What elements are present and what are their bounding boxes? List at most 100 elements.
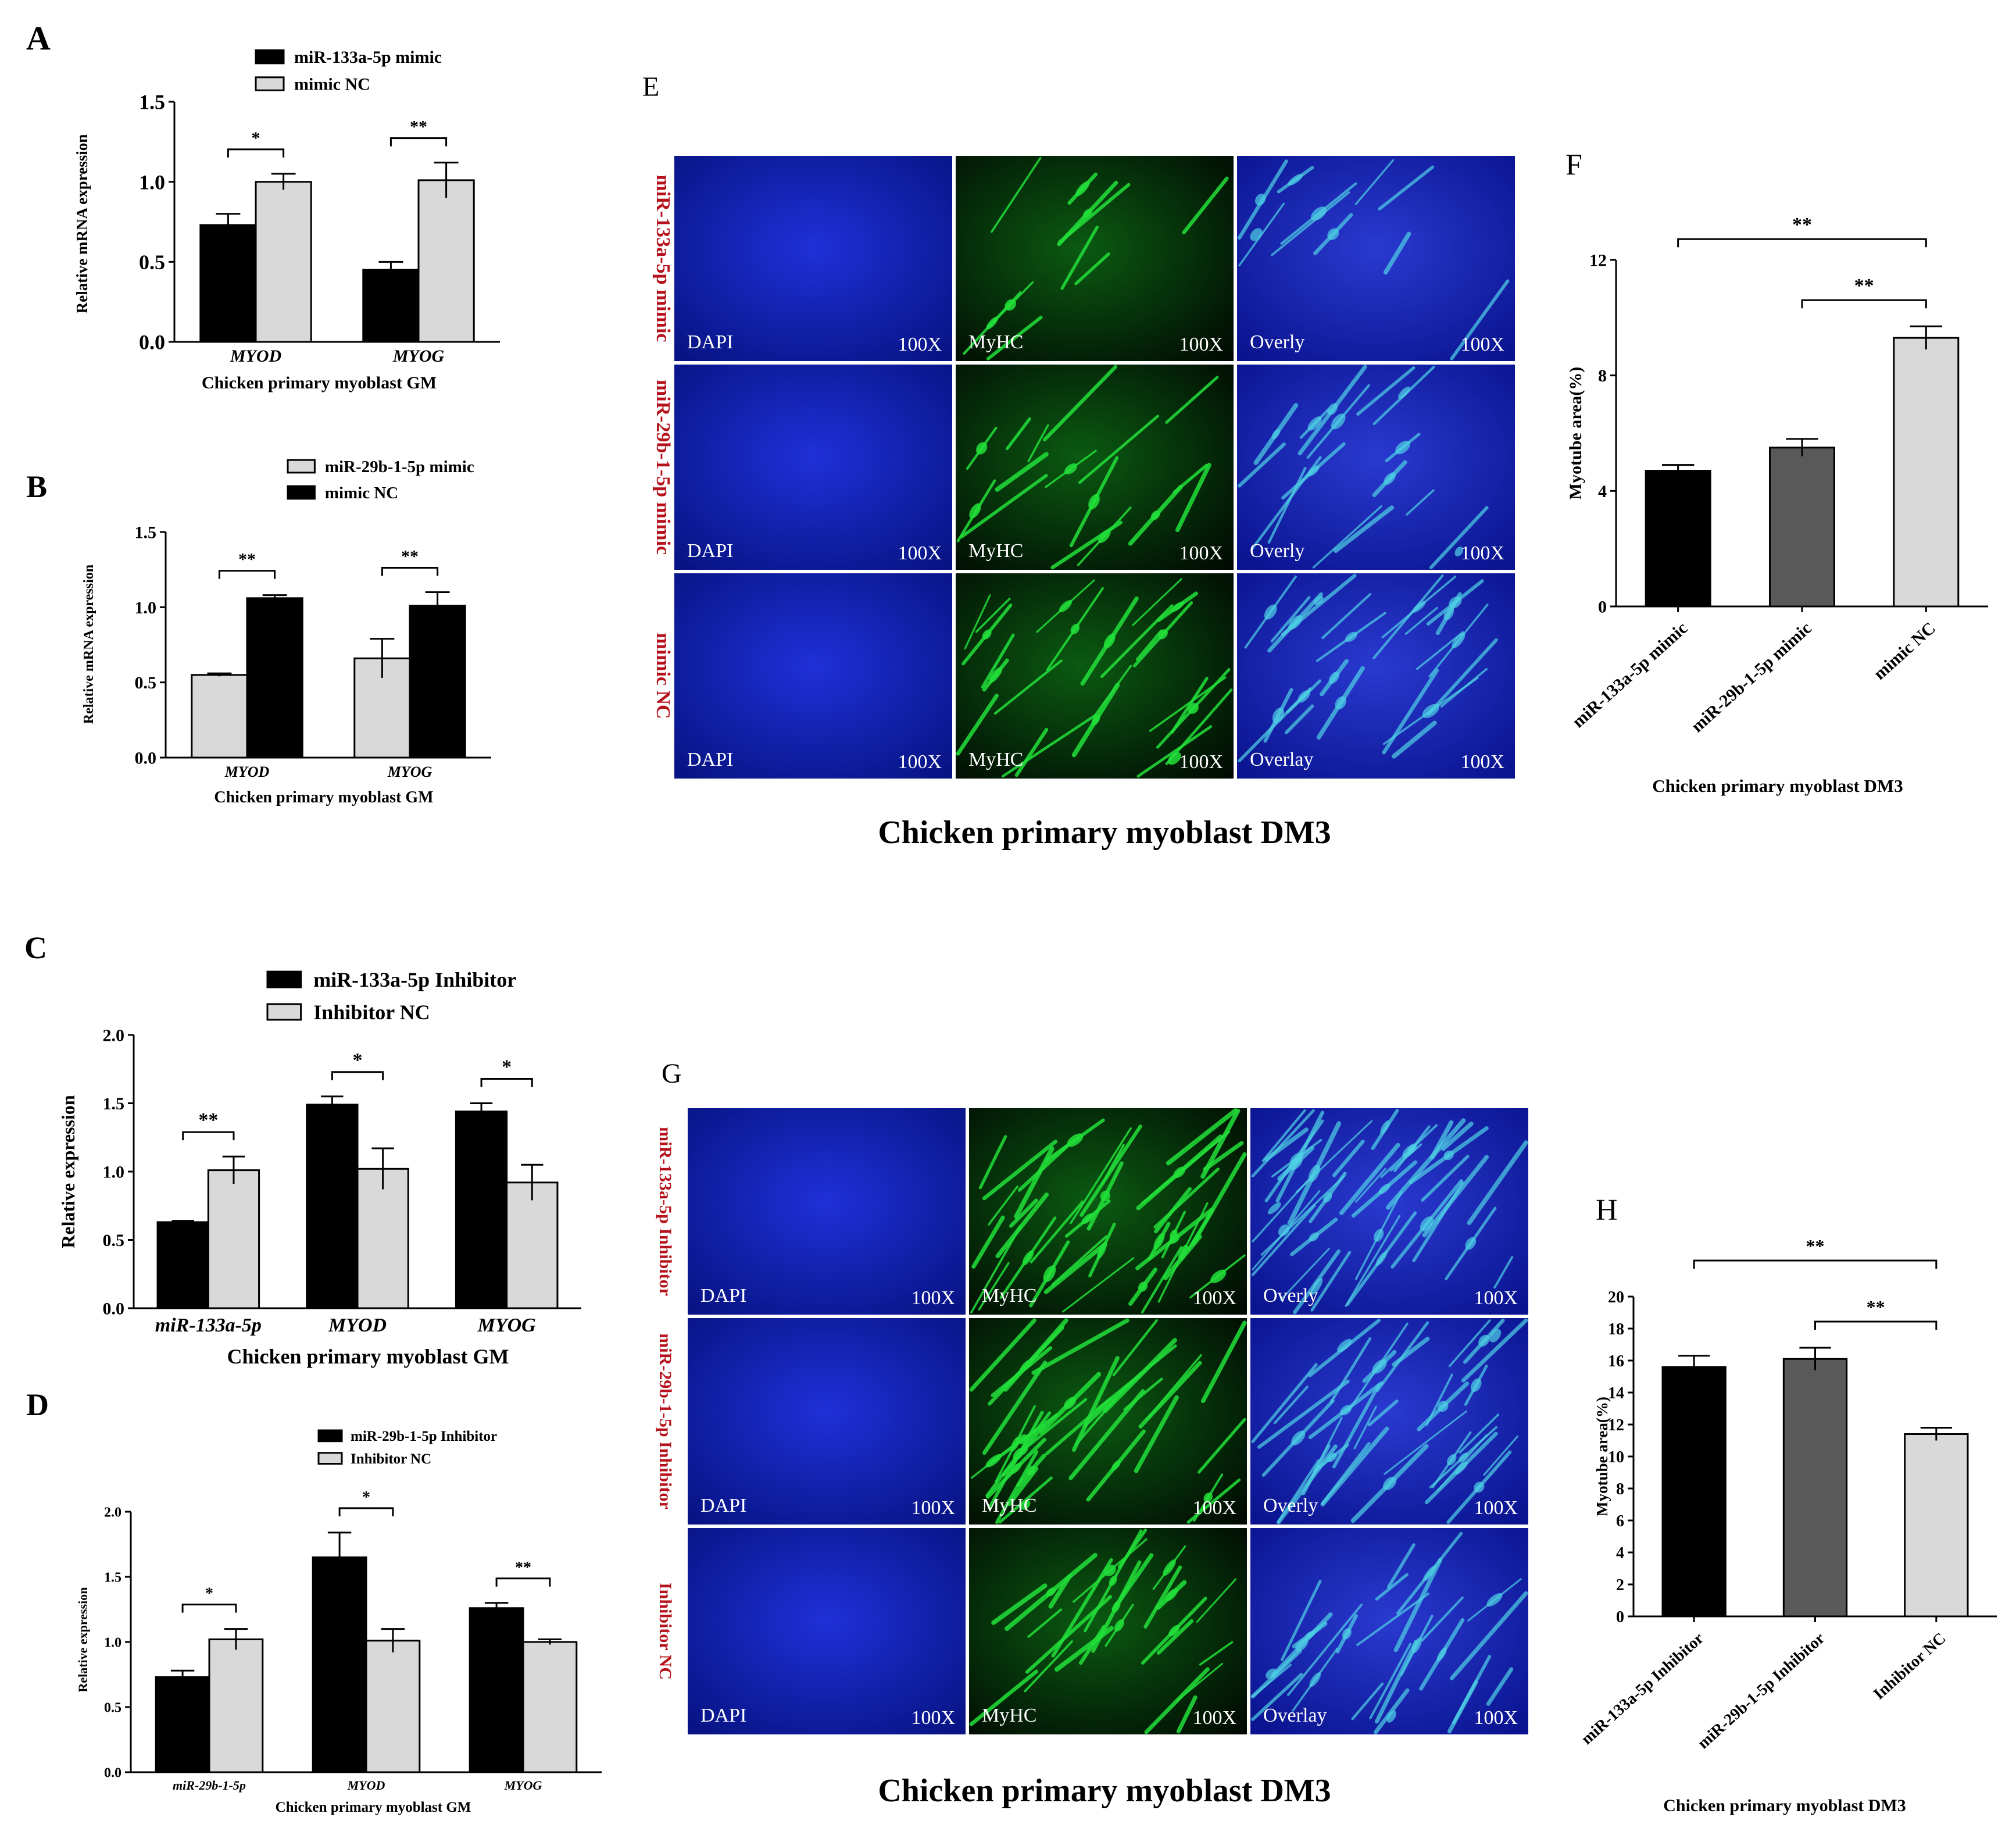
myotube-nucleus: [1067, 1133, 1084, 1147]
legend-swatch: [287, 459, 316, 474]
myotube-nucleus: [1309, 1232, 1319, 1242]
myotube-nucleus: [1070, 623, 1080, 634]
significance-mark: **: [401, 547, 419, 566]
y-tick-label: 1.5: [135, 523, 157, 542]
significance-bracket: [182, 1131, 235, 1141]
myotube-fiber: [1074, 252, 1110, 285]
myotube-fiber: [1103, 1338, 1177, 1413]
myotube-fiber: [1321, 1442, 1371, 1505]
category-label: MYOD: [328, 1315, 387, 1336]
channel-label: DAPI: [687, 540, 733, 562]
myotube-fiber: [1024, 1640, 1073, 1693]
y-tick-label: 0.5: [103, 1231, 125, 1250]
myotube-fiber: [960, 474, 1048, 538]
myotube-fiber: [964, 594, 991, 649]
myotube-nucleus: [1337, 1338, 1352, 1352]
channel-label: Overlay: [1250, 749, 1314, 770]
myotube-fiber: [978, 1135, 1007, 1190]
myotube-nucleus: [1310, 1277, 1323, 1295]
y-tick-label: 1.0: [104, 1635, 121, 1650]
myotube-nucleus: [1150, 510, 1160, 520]
myotube-fiber: [1421, 1596, 1464, 1641]
myotube-fiber: [993, 659, 1063, 715]
myotube-fiber: [956, 694, 999, 756]
myotube-fiber: [991, 1583, 1048, 1625]
y-axis-title: Myotube area(%): [1566, 367, 1585, 500]
category-label: mimic NC: [1870, 619, 1939, 684]
channel-label: MyHC: [982, 1705, 1036, 1726]
myotube-nucleus: [1446, 1454, 1457, 1466]
bar: [207, 1169, 260, 1309]
myotube-nucleus: [1091, 714, 1100, 726]
myotube-fiber: [1050, 520, 1123, 570]
magnification-label: 100X: [1179, 542, 1223, 564]
y-axis-title: Relative mRNA expression: [73, 134, 91, 313]
legend-label: Inhibitor NC: [313, 1001, 430, 1024]
myotube-nucleus: [1271, 429, 1281, 440]
myotube-nucleus: [1178, 1244, 1188, 1261]
y-tick-label: 0: [1598, 598, 1607, 617]
myotube-fiber: [1267, 466, 1307, 544]
myotube-fiber: [1043, 1242, 1107, 1294]
myotube-fiber: [1353, 1405, 1377, 1450]
channel-label: DAPI: [687, 331, 733, 353]
myotube-fiber: [975, 597, 1011, 633]
myotube-fiber: [1136, 725, 1213, 778]
significance-mark: *: [252, 128, 260, 148]
myotube-fiber: [1450, 279, 1510, 360]
row-label: mimic NC: [652, 633, 674, 719]
myotube-fiber: [1375, 1321, 1429, 1393]
y-tick-label: 20: [1608, 1288, 1624, 1306]
myotube-fiber: [1351, 1682, 1384, 1720]
bar: [199, 224, 257, 343]
myotube-fiber: [1393, 1558, 1443, 1652]
myotube-fiber: [998, 1476, 1053, 1524]
myotube-fiber: [1251, 1109, 1315, 1178]
x-axis-title: Chicken primary myoblast GM: [202, 373, 437, 392]
micrograph-panel-e: E DAPI 100X MyHC 100X Overly 100X miR-133a-5p m…: [642, 72, 1515, 851]
channel-label: MyHC: [982, 1495, 1036, 1516]
myotube-fiber: [1467, 1140, 1528, 1225]
y-tick-label: 4: [1598, 482, 1607, 501]
myotube-fiber: [988, 1185, 1018, 1226]
myotube-fiber: [1383, 231, 1411, 275]
significance-mark: **: [1854, 275, 1874, 297]
significance-bracket: [1801, 299, 1927, 309]
myotube-nucleus: [1454, 1461, 1468, 1475]
myotube-fiber: [1461, 1318, 1528, 1383]
myotube-nucleus: [1250, 228, 1263, 241]
y-tick-label: 10: [1608, 1448, 1624, 1466]
y-tick-label: 0: [1616, 1608, 1624, 1626]
x-axis-title: Chicken primary myoblast GM: [227, 1345, 509, 1368]
myhc-image: [956, 156, 1234, 361]
myotube-nucleus: [1046, 1587, 1056, 1597]
myotube-fiber: [1173, 463, 1209, 494]
chart-panel-b: B 0.0 0.5 1.0 1.5 ** MYOD ** MYOG Chicken primary…: [26, 458, 491, 806]
legend-label: miR-133a-5p Inhibitor: [313, 968, 516, 991]
myotube-nucleus: [982, 629, 992, 640]
myotube-fiber: [1197, 1418, 1246, 1474]
myotube-fiber: [986, 315, 1043, 360]
significance-bracket: [218, 570, 276, 579]
myotube-fiber: [1196, 1578, 1237, 1623]
myotube-nucleus: [1163, 1559, 1176, 1576]
myotube-nucleus: [1340, 1405, 1352, 1416]
y-tick-label: 2: [1616, 1576, 1624, 1594]
myotube-nucleus: [1112, 1601, 1121, 1613]
myotube-nucleus: [1109, 1576, 1117, 1586]
panel-label: G: [662, 1058, 682, 1089]
chart-panel-h: H 0 2 4 6 8 10 12 14 16 18 20 miR-133a-5p Inhibitorm…: [1578, 1194, 1997, 1815]
myotube-fiber: [1391, 720, 1437, 759]
myotube-nucleus: [1420, 1216, 1434, 1231]
y-tick-label: 1.0: [139, 170, 165, 194]
dapi-image: [688, 1528, 966, 1734]
myotube-fiber: [1182, 176, 1229, 235]
panel-label: F: [1565, 148, 1582, 181]
myhc-image: [969, 1108, 1247, 1315]
myotube-fiber: [1440, 667, 1488, 708]
bar: [208, 1638, 264, 1773]
y-tick-label: 0.0: [139, 331, 165, 354]
category-label: miR-133a-5p mimic: [1568, 619, 1691, 732]
myotube-fiber: [1251, 1673, 1303, 1721]
chart-panel-a: A 0.0 0.5 1.0 1.5 * MYOD ** MYOG Chicken primary …: [26, 19, 500, 392]
